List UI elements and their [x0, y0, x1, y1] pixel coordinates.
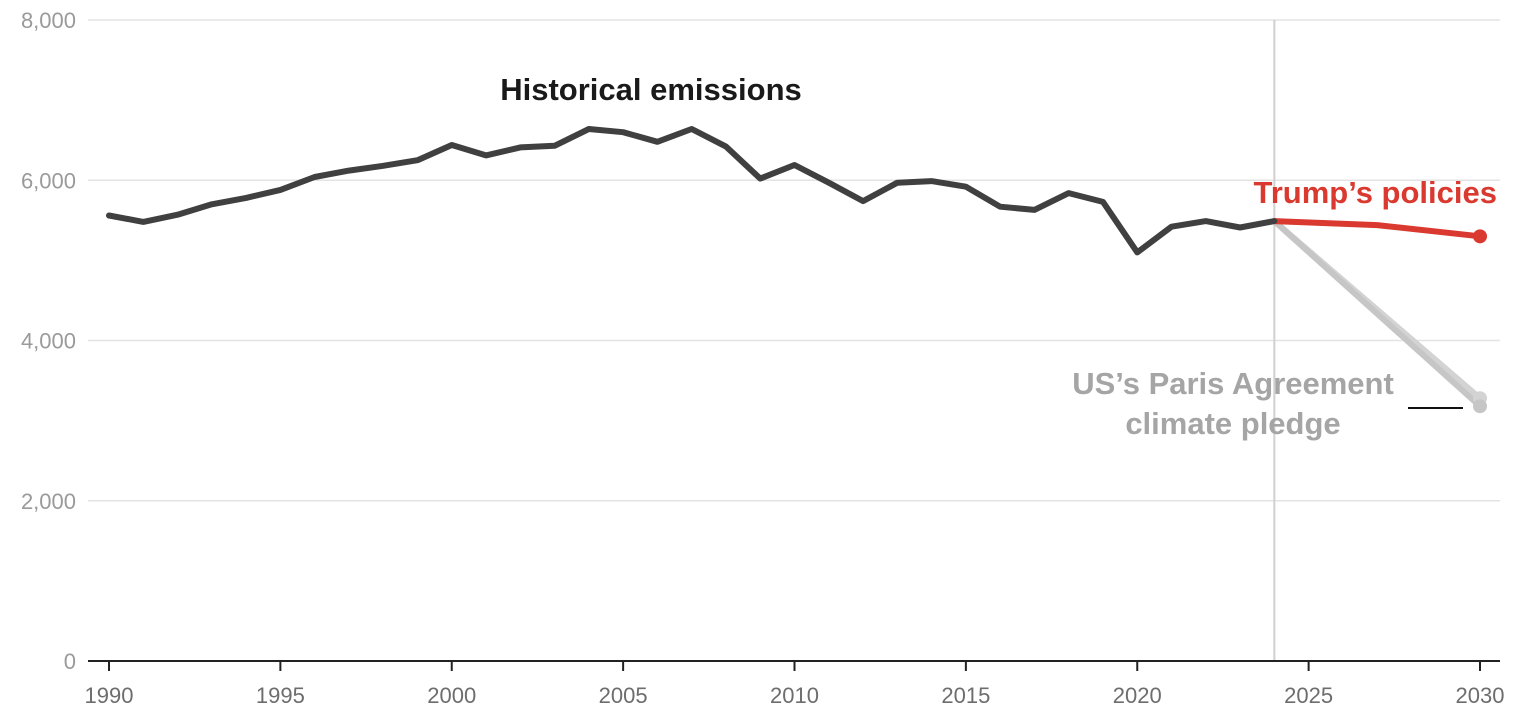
- paris-pledge-line: [1271, 218, 1483, 410]
- y-tick-label: 2,000: [21, 489, 76, 514]
- gridlines: [88, 19, 1500, 502]
- trump-policies-endpoint: [1473, 229, 1487, 244]
- y-tick-label: 8,000: [21, 8, 76, 33]
- x-tick-label: 2020: [1113, 683, 1162, 708]
- paris-pledge-label-line1: US’s Paris Agreement: [1072, 366, 1394, 401]
- paris-pledge-label-line2: climate pledge: [1125, 406, 1340, 441]
- x-tick-label: 2025: [1284, 683, 1333, 708]
- y-tick-label: 6,000: [21, 168, 76, 193]
- x-tick-label: 2000: [427, 683, 476, 708]
- historical-emissions-label: Historical emissions: [500, 72, 802, 107]
- y-tick-label: 4,000: [21, 329, 76, 354]
- historical-emissions-line: [106, 126, 1278, 256]
- paris-pledge-endpoint: [1473, 399, 1487, 414]
- y-tick-label: 0: [64, 649, 76, 674]
- x-tick-label: 2015: [941, 683, 990, 708]
- x-tick-label: 2010: [770, 683, 819, 708]
- trump-policies-label: Trump’s policies: [1254, 175, 1497, 210]
- trump-policies-line: [1271, 218, 1483, 240]
- x-tick-label: 1990: [85, 683, 134, 708]
- endpoint-markers: [1473, 229, 1487, 414]
- x-tick-label: 1995: [256, 683, 305, 708]
- x-tick-label: 2030: [1456, 683, 1505, 708]
- x-tick-label: 2005: [599, 683, 648, 708]
- y-axis-ticks: 0 2,000 4,000 6,000 8,000: [21, 8, 76, 674]
- series-group: [106, 126, 1483, 410]
- x-axis-ticks: 1990 1995 2000 2005 2010 2015 2020 2025 2030: [85, 661, 1505, 708]
